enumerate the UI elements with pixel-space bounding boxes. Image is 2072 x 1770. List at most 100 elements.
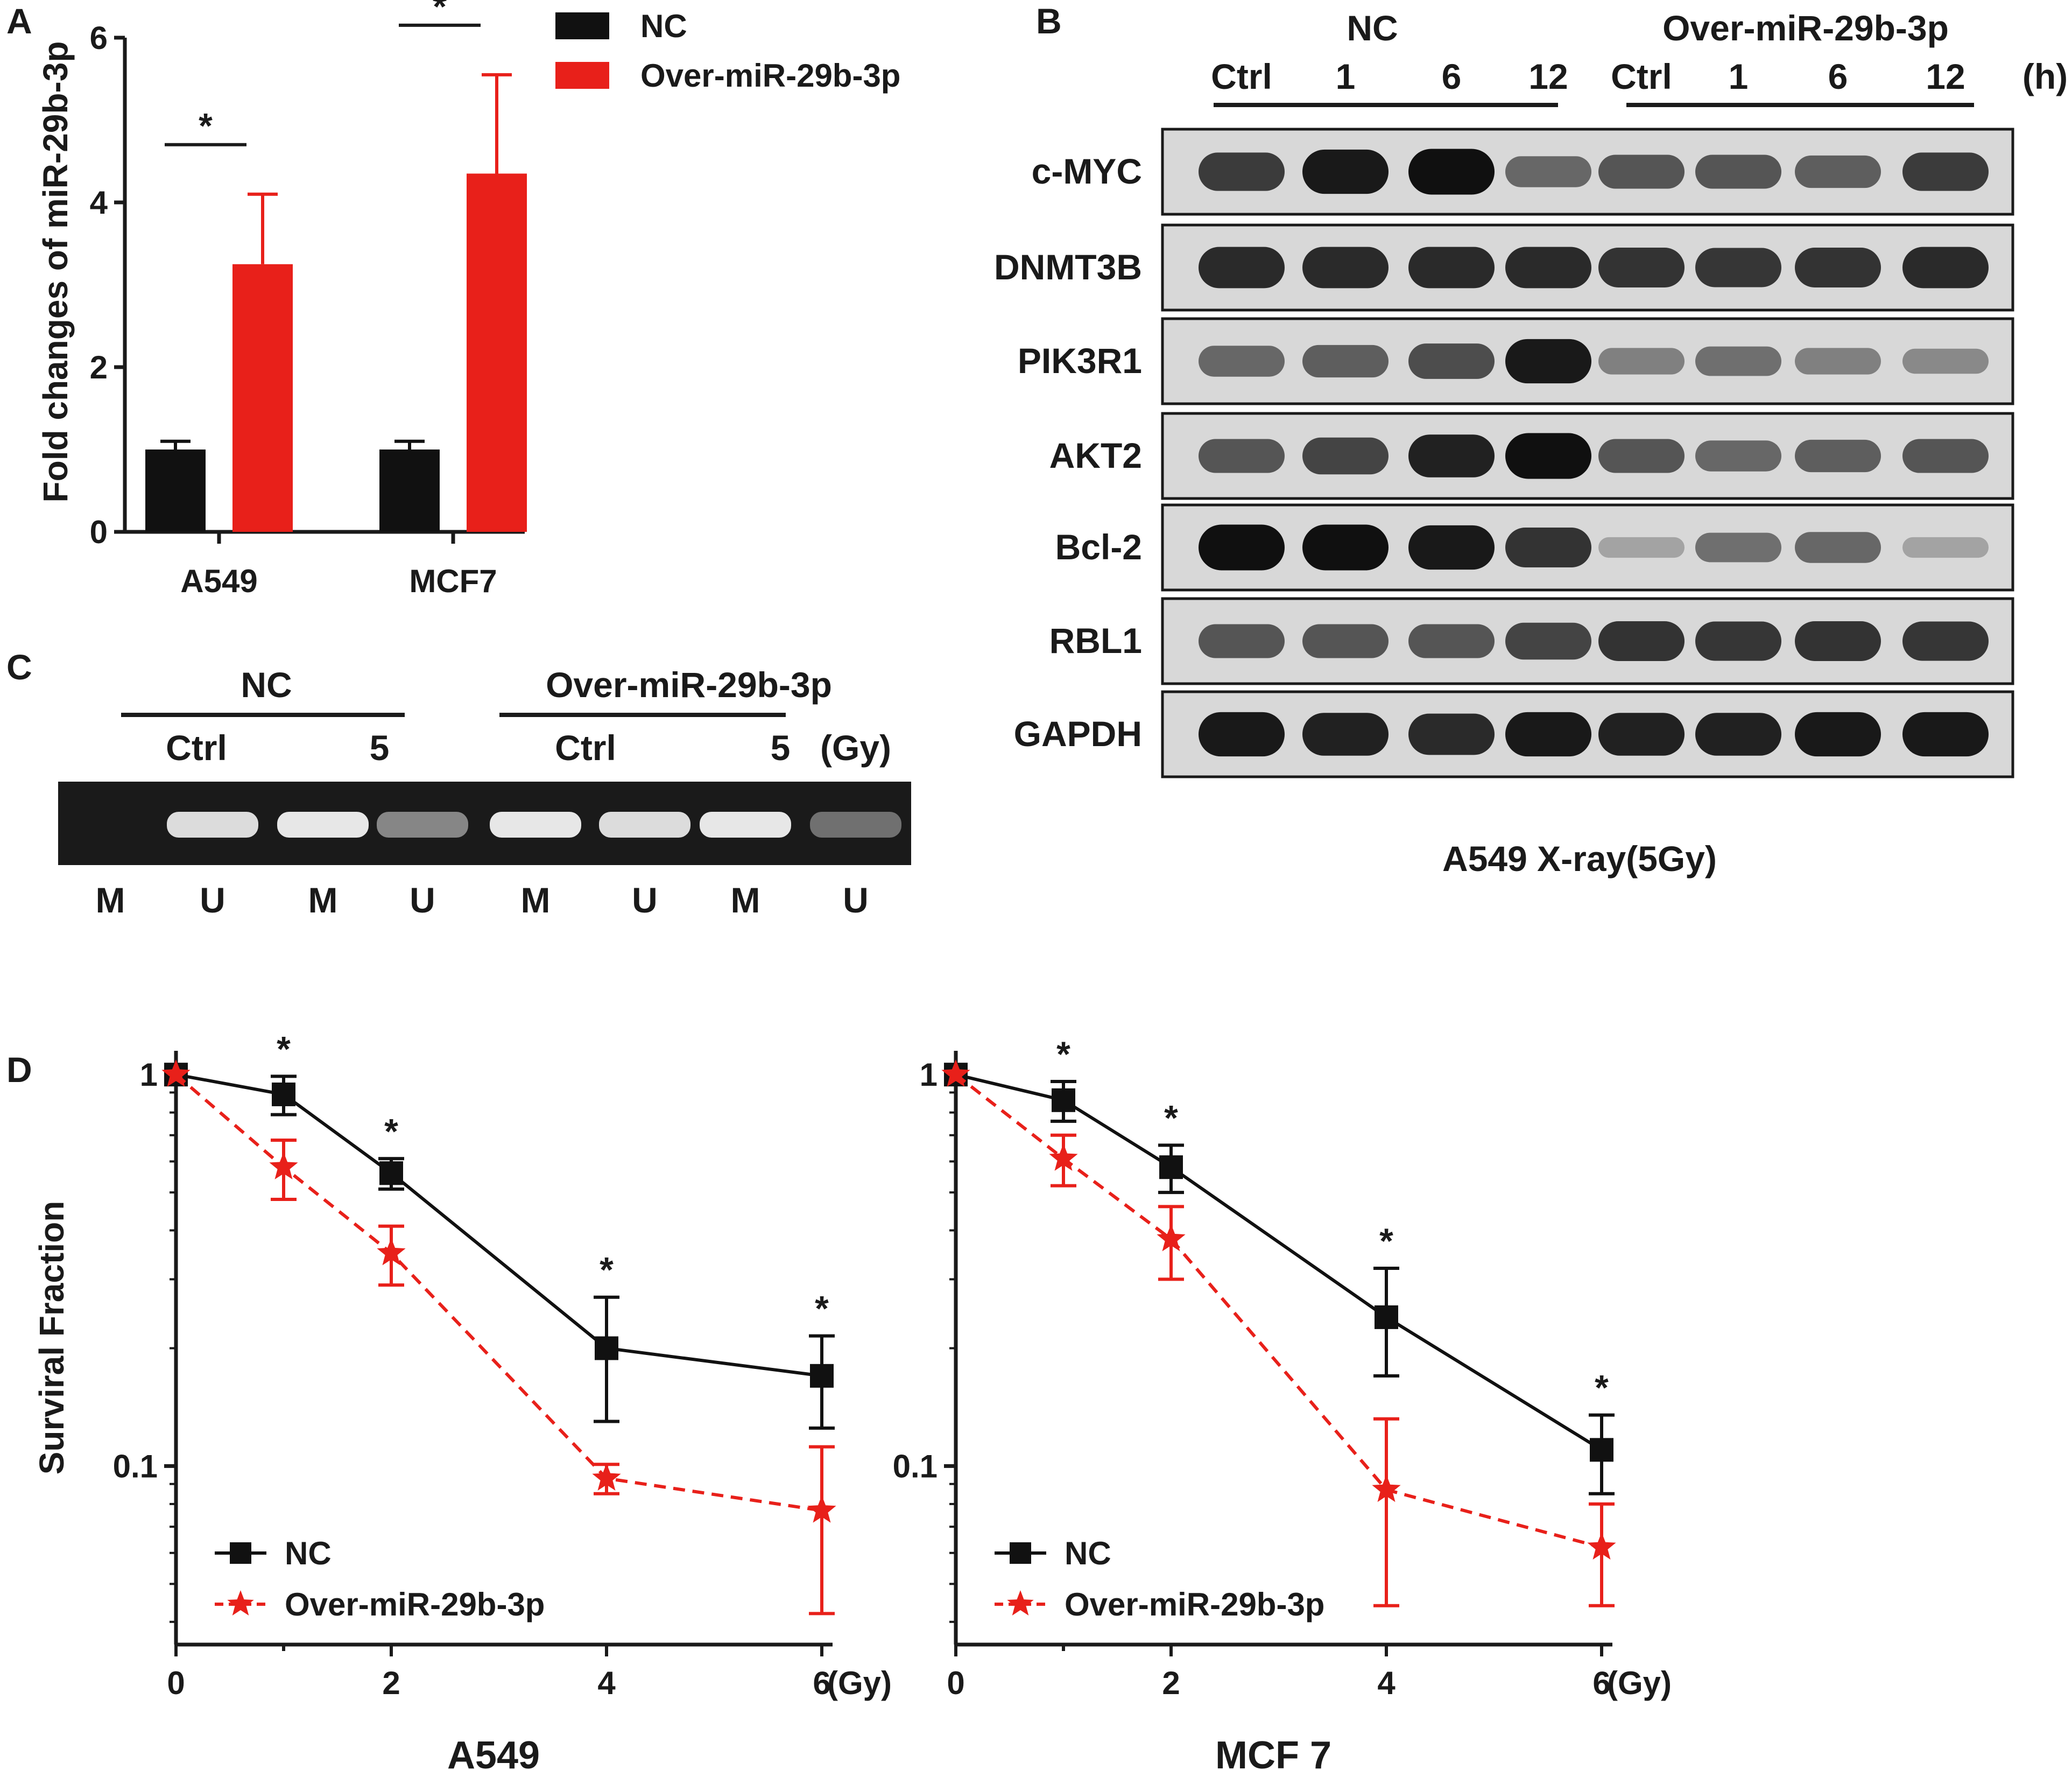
wb-protein-label-1: DNMT3B — [994, 247, 1142, 287]
wb-band-5-2 — [1408, 624, 1495, 658]
survival-1-point-0-2 — [379, 1161, 403, 1185]
gel-band-3 — [377, 812, 468, 838]
survival-1-point-0-1 — [272, 1082, 295, 1106]
methylation-gel-panel: NC Over-miR-29b-3p Ctrl 5 Ctrl 5 (Gy) M U M U M… — [58, 665, 911, 920]
wb-band-6-3 — [1505, 712, 1591, 757]
survival-2-x-unit: (Gy) — [1607, 1665, 1672, 1701]
survival-2-y-tick-label-1: 1 — [920, 1057, 938, 1093]
survival-1-point-1-3 — [592, 1463, 621, 1491]
bar-y-tick-label-2: 4 — [90, 185, 108, 221]
survival-1-legend-label-1: Over-miR-29b-3p — [285, 1586, 545, 1622]
wb-band-3-3 — [1505, 433, 1591, 479]
wb-band-2-3 — [1505, 339, 1591, 384]
wb-band-2-7 — [1902, 348, 1989, 374]
wb-band-4-3 — [1505, 528, 1591, 567]
wb-band-4-2 — [1408, 525, 1495, 570]
bar-legend-label-1: Over-miR-29b-3p — [640, 58, 900, 94]
wb-group-over-label: Over-miR-29b-3p — [1662, 8, 1949, 48]
survival-2-legend-marker-1 — [1007, 1590, 1034, 1616]
gel-lane-label-2: M — [308, 880, 338, 920]
wb-band-0-6 — [1795, 155, 1881, 188]
gel-lane-label-0: M — [96, 880, 125, 920]
survival-2-x-tick-label-1: 2 — [1162, 1665, 1180, 1701]
wb-band-6-7 — [1902, 712, 1989, 757]
survival-2-x-tick-label-3: 6 — [1592, 1665, 1610, 1701]
wb-band-0-1 — [1302, 149, 1389, 194]
wb-band-2-6 — [1795, 348, 1881, 375]
wb-time-label-7: 12 — [1926, 57, 1965, 96]
gel-group-nc-label: NC — [241, 665, 292, 705]
survival-1-point-0-4 — [810, 1364, 834, 1388]
wb-time-label-1: 1 — [1336, 57, 1356, 96]
wb-protein-label-2: PIK3R1 — [1018, 341, 1142, 381]
survival-1-x-tick-label-2: 4 — [597, 1665, 616, 1701]
survival-1-legend-marker-1 — [227, 1590, 254, 1616]
wb-band-5-7 — [1902, 621, 1989, 661]
bar-x-tick-label-0: A549 — [180, 563, 257, 599]
bar-0-1 — [379, 449, 440, 532]
survival-1-point-0-3 — [595, 1336, 618, 1360]
survival-2-point-0-2 — [1159, 1155, 1183, 1179]
survival-1-x-tick-label-1: 2 — [382, 1665, 400, 1701]
gel-band-7 — [810, 812, 901, 838]
survival-2-point-1-3 — [1372, 1474, 1401, 1502]
survival-1-legend-marker-0 — [230, 1542, 251, 1564]
survival-2-cell-line-label: MCF 7 — [1215, 1734, 1331, 1770]
gel-dose-label-3: 5 — [771, 728, 791, 768]
survival-2-legend-marker-0 — [1010, 1542, 1031, 1564]
survival-1-point-1-1 — [269, 1152, 298, 1179]
wb-band-6-0 — [1199, 712, 1285, 757]
wb-band-0-5 — [1695, 154, 1781, 189]
wb-band-3-4 — [1598, 439, 1685, 473]
wb-band-0-4 — [1598, 154, 1685, 189]
wb-band-6-5 — [1695, 713, 1781, 756]
wb-protein-label-0: c-MYC — [1032, 151, 1142, 191]
gel-dose-unit: (Gy) — [820, 728, 891, 768]
bar-significance-star-0: * — [199, 106, 213, 146]
wb-band-1-3 — [1505, 247, 1591, 289]
gel-lane-label-5: U — [632, 880, 658, 920]
wb-band-0-2 — [1408, 149, 1495, 195]
survival-2-point-0-4 — [1590, 1438, 1613, 1462]
survival-1-significance-star-1: * — [384, 1111, 398, 1151]
survival-1-x-tick-label-0: 0 — [167, 1665, 185, 1701]
wb-band-2-0 — [1199, 346, 1285, 377]
survival-2-y-tick-label-0: 0.1 — [893, 1448, 938, 1484]
wb-band-6-4 — [1598, 713, 1685, 756]
wb-band-5-3 — [1505, 622, 1591, 660]
gel-lane-label-1: U — [200, 880, 225, 920]
survival-1-point-1-4 — [807, 1495, 836, 1523]
bar-0-0 — [145, 449, 206, 532]
wb-band-4-5 — [1695, 532, 1781, 563]
wb-band-6-1 — [1302, 713, 1389, 756]
wb-band-1-5 — [1695, 248, 1781, 287]
wb-time-unit: (h) — [2022, 57, 2068, 96]
wb-time-label-0: Ctrl — [1211, 57, 1272, 96]
bar-y-tick-label-0: 0 — [90, 514, 108, 550]
survival-chart-mcf7: 0.1 1 0 2 4 6(Gy) MCF 7 * * * * NC Over-miR-29b-3p — [893, 1034, 1672, 1770]
gel-dose-label-2: Ctrl — [555, 728, 616, 768]
wb-band-2-5 — [1695, 346, 1781, 376]
wb-band-4-1 — [1302, 524, 1389, 571]
survival-2-significance-star-1: * — [1164, 1098, 1178, 1137]
survival-1-x-tick-label-3: 6 — [813, 1665, 830, 1701]
wb-band-1-4 — [1598, 248, 1685, 287]
survival-1-point-1-0 — [161, 1059, 191, 1087]
survival-1-cell-line-label: A549 — [447, 1734, 540, 1770]
gel-band-4 — [490, 812, 581, 838]
survival-1-x-unit: (Gy) — [827, 1665, 892, 1701]
wb-band-5-4 — [1598, 621, 1685, 661]
survival-2-legend-label-1: Over-miR-29b-3p — [1065, 1586, 1324, 1622]
survival-2-point-0-1 — [1052, 1088, 1075, 1112]
wb-time-label-3: 12 — [1528, 57, 1568, 96]
wb-band-3-2 — [1408, 434, 1495, 477]
bar-chart-y-axis-title: Fold changes of miR-29b-3p — [36, 41, 75, 503]
survival-1-significance-star-0: * — [277, 1029, 291, 1069]
wb-group-nc-label: NC — [1347, 8, 1398, 48]
survival-2-point-1-1 — [1049, 1143, 1078, 1171]
wb-band-3-0 — [1199, 439, 1285, 473]
western-blot-panel: NC Over-miR-29b-3p Ctrl 1 6 12 Ctrl 1 6 12 (h) … — [994, 8, 2068, 879]
gel-band-1 — [167, 812, 258, 838]
wb-band-5-6 — [1795, 621, 1881, 661]
